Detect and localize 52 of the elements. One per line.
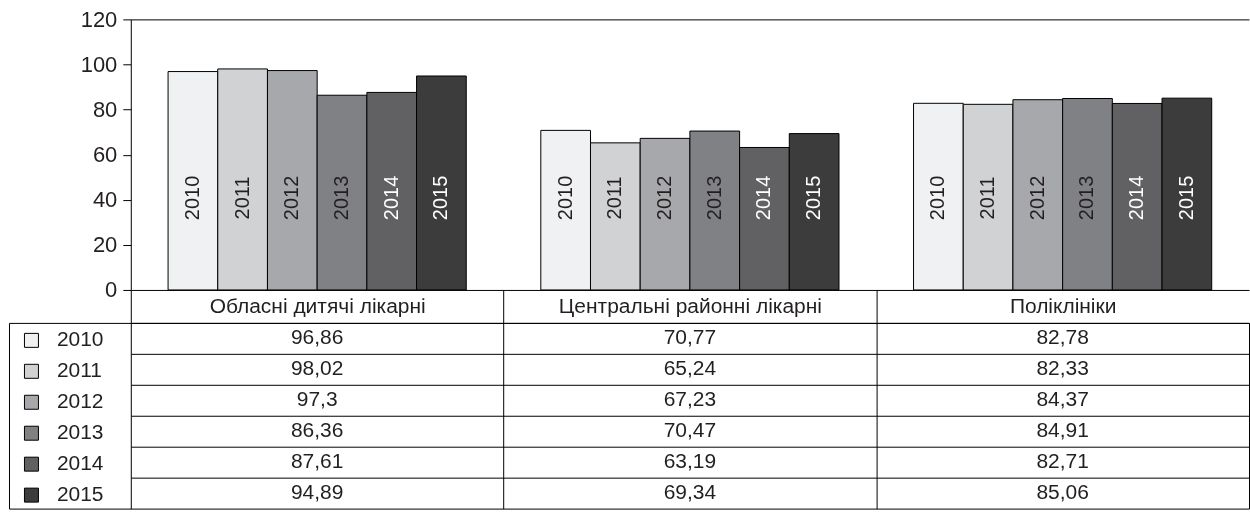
data-label: 65,24 [663,356,717,380]
data-label: 94,89 [290,480,344,504]
text: 2011 [603,176,626,220]
y-tick-label: 20 [92,232,118,258]
data-label: 84,91 [1036,418,1089,442]
text: 2012 [280,175,303,221]
text: 2014 [752,175,775,221]
text: 2014 [379,175,402,221]
data-label: 70,47 [663,418,717,442]
data-label: 87,61 [290,449,344,473]
legend-label: 2012 [56,389,104,413]
text: 2013 [702,175,725,221]
y-tick-label: 40 [92,187,118,213]
text: 2013 [1075,175,1098,221]
data-label: 82,78 [1036,325,1089,349]
text: 2014 [1125,175,1148,221]
x-tick-label: Обласні дитячі лікарні [209,294,426,318]
y-tick-label: 80 [92,97,118,123]
text: 2015 [1174,175,1197,221]
x-tick-label: Центральні районні лікарні [558,294,822,318]
text: 2011 [976,176,999,220]
data-label: 82,71 [1036,449,1089,473]
data-label: 84,37 [1036,387,1089,411]
text: 2012 [1025,175,1048,221]
text: 2013 [330,175,352,221]
legend-label: 2014 [56,451,104,475]
data-label: 86,36 [290,418,344,442]
legend-label: 2015 [56,482,104,506]
text: 2015 [429,175,452,221]
data-label: 98,02 [290,356,344,380]
y-tick-label: 100 [80,51,118,77]
text: 2011 [230,176,253,220]
data-label: 96,86 [290,325,344,349]
text: 2010 [926,175,949,221]
y-tick-label: 120 [80,6,118,32]
data-label: 70,77 [663,325,717,349]
legend-label: 2010 [56,327,104,351]
y-tick-label: 60 [92,142,118,168]
text: 2015 [802,175,825,221]
text: 2010 [553,175,576,221]
x-tick-label: Поліклініки [1009,294,1117,318]
legend-label: 2013 [56,420,104,444]
y-tick-label: 0 [105,277,118,303]
data-label: 63,19 [663,449,717,473]
data-label: 82,33 [1036,356,1089,380]
data-label: 67,23 [663,387,717,411]
text: 2012 [653,175,676,221]
text: 2010 [180,175,203,221]
data-label: 97,3 [296,387,338,411]
data-label: 69,34 [663,480,717,504]
data-label: 85,06 [1036,480,1089,504]
legend-label: 2011 [56,358,102,382]
